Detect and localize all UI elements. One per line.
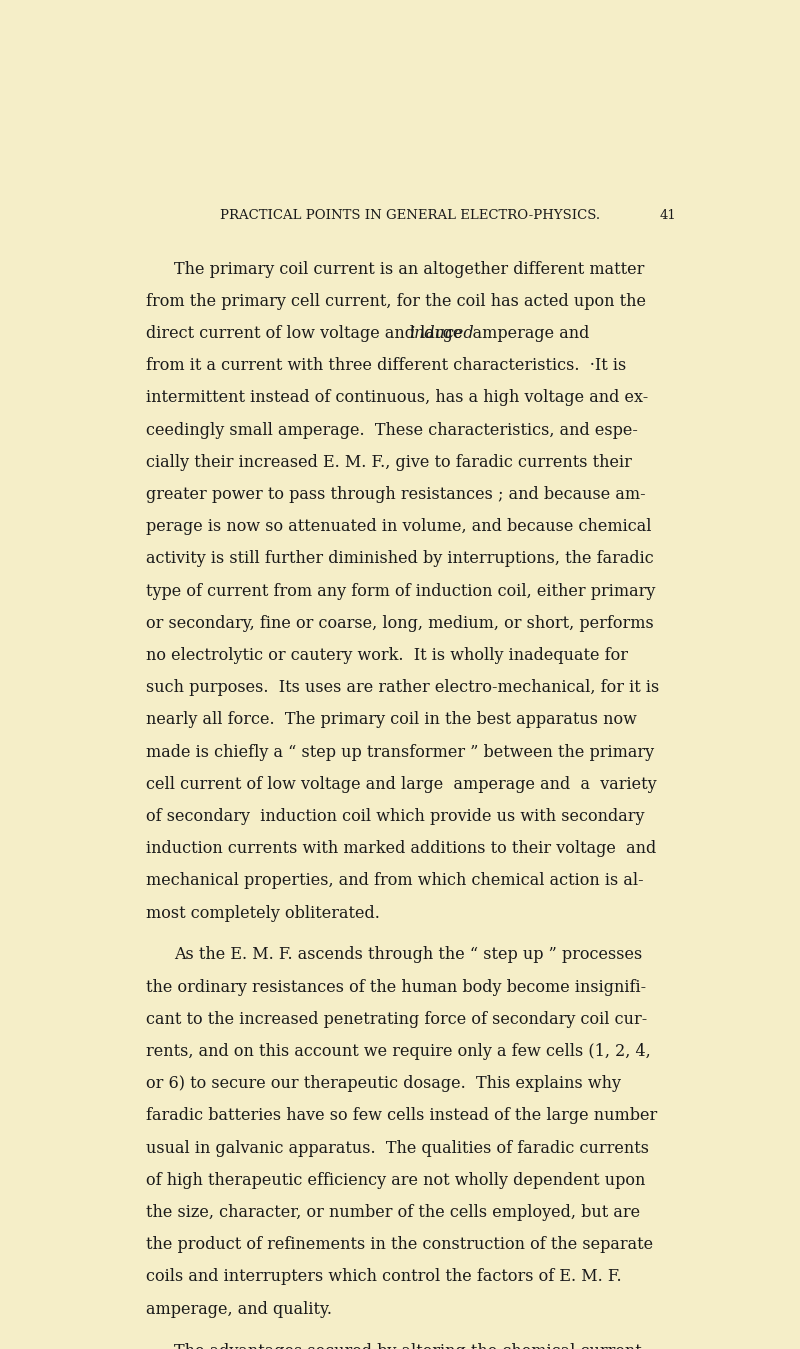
Text: nearly all force.  The primary coil in the best apparatus now: nearly all force. The primary coil in th… (146, 711, 638, 728)
Text: from the primary cell current, for the coil has acted upon the: from the primary cell current, for the c… (146, 293, 646, 310)
Text: direct current of low voltage and large  amperage and: direct current of low voltage and large … (146, 325, 595, 341)
Text: or 6) to secure our therapeutic dosage.  This explains why: or 6) to secure our therapeutic dosage. … (146, 1075, 622, 1093)
Text: no electrolytic or cautery work.  It is wholly inadequate for: no electrolytic or cautery work. It is w… (146, 648, 629, 664)
Text: rents, and on this account we require only a few cells (1, 2, 4,: rents, and on this account we require on… (146, 1043, 651, 1060)
Text: 41: 41 (660, 209, 677, 221)
Text: such purposes.  Its uses are rather electro-mechanical, for it is: such purposes. Its uses are rather elect… (146, 679, 660, 696)
Text: of secondary  induction coil which provide us with secondary: of secondary induction coil which provid… (146, 808, 645, 826)
Text: usual in galvanic apparatus.  The qualities of faradic currents: usual in galvanic apparatus. The qualiti… (146, 1140, 650, 1156)
Text: The primary coil current is an altogether different matter: The primary coil current is an altogethe… (174, 260, 645, 278)
Text: The advantages secured by altering the chemical current: The advantages secured by altering the c… (174, 1342, 642, 1349)
Text: made is chiefly a “ step up transformer ” between the primary: made is chiefly a “ step up transformer … (146, 743, 654, 761)
Text: induced: induced (410, 325, 474, 341)
Text: or secondary, fine or coarse, long, medium, or short, performs: or secondary, fine or coarse, long, medi… (146, 615, 654, 631)
Text: the size, character, or number of the cells employed, but are: the size, character, or number of the ce… (146, 1205, 641, 1221)
Text: greater power to pass through resistances ; and because am-: greater power to pass through resistance… (146, 486, 646, 503)
Text: PRACTICAL POINTS IN GENERAL ELECTRO-PHYSICS.: PRACTICAL POINTS IN GENERAL ELECTRO-PHYS… (220, 209, 600, 221)
Text: cially their increased E. M. F., give to faradic currents their: cially their increased E. M. F., give to… (146, 453, 632, 471)
Text: mechanical properties, and from which chemical action is al-: mechanical properties, and from which ch… (146, 873, 644, 889)
Text: As the E. M. F. ascends through the “ step up ” processes: As the E. M. F. ascends through the “ st… (174, 947, 642, 963)
Text: faradic batteries have so few cells instead of the large number: faradic batteries have so few cells inst… (146, 1108, 658, 1125)
Text: the ordinary resistances of the human body become insignifi-: the ordinary resistances of the human bo… (146, 978, 646, 996)
Text: induction currents with marked additions to their voltage  and: induction currents with marked additions… (146, 840, 657, 857)
Text: the product of refinements in the construction of the separate: the product of refinements in the constr… (146, 1236, 654, 1253)
Text: intermittent instead of continuous, has a high voltage and ex-: intermittent instead of continuous, has … (146, 390, 649, 406)
Text: amperage, and quality.: amperage, and quality. (146, 1300, 333, 1318)
Text: activity is still further diminished by interruptions, the faradic: activity is still further diminished by … (146, 550, 654, 568)
Text: from it a current with three different characteristics.  ·It is: from it a current with three different c… (146, 357, 626, 374)
Text: ceedingly small amperage.  These characteristics, and espe-: ceedingly small amperage. These characte… (146, 422, 638, 438)
Text: perage is now so attenuated in volume, and because chemical: perage is now so attenuated in volume, a… (146, 518, 652, 536)
Text: cant to the increased penetrating force of secondary coil cur-: cant to the increased penetrating force … (146, 1010, 648, 1028)
Text: of high therapeutic efficiency are not wholly dependent upon: of high therapeutic efficiency are not w… (146, 1172, 646, 1188)
Text: coils and interrupters which control the factors of E. M. F.: coils and interrupters which control the… (146, 1268, 622, 1286)
Text: type of current from any form of induction coil, either primary: type of current from any form of inducti… (146, 583, 656, 599)
Text: most completely obliterated.: most completely obliterated. (146, 905, 380, 921)
Text: cell current of low voltage and large  amperage and  a  variety: cell current of low voltage and large am… (146, 776, 657, 793)
